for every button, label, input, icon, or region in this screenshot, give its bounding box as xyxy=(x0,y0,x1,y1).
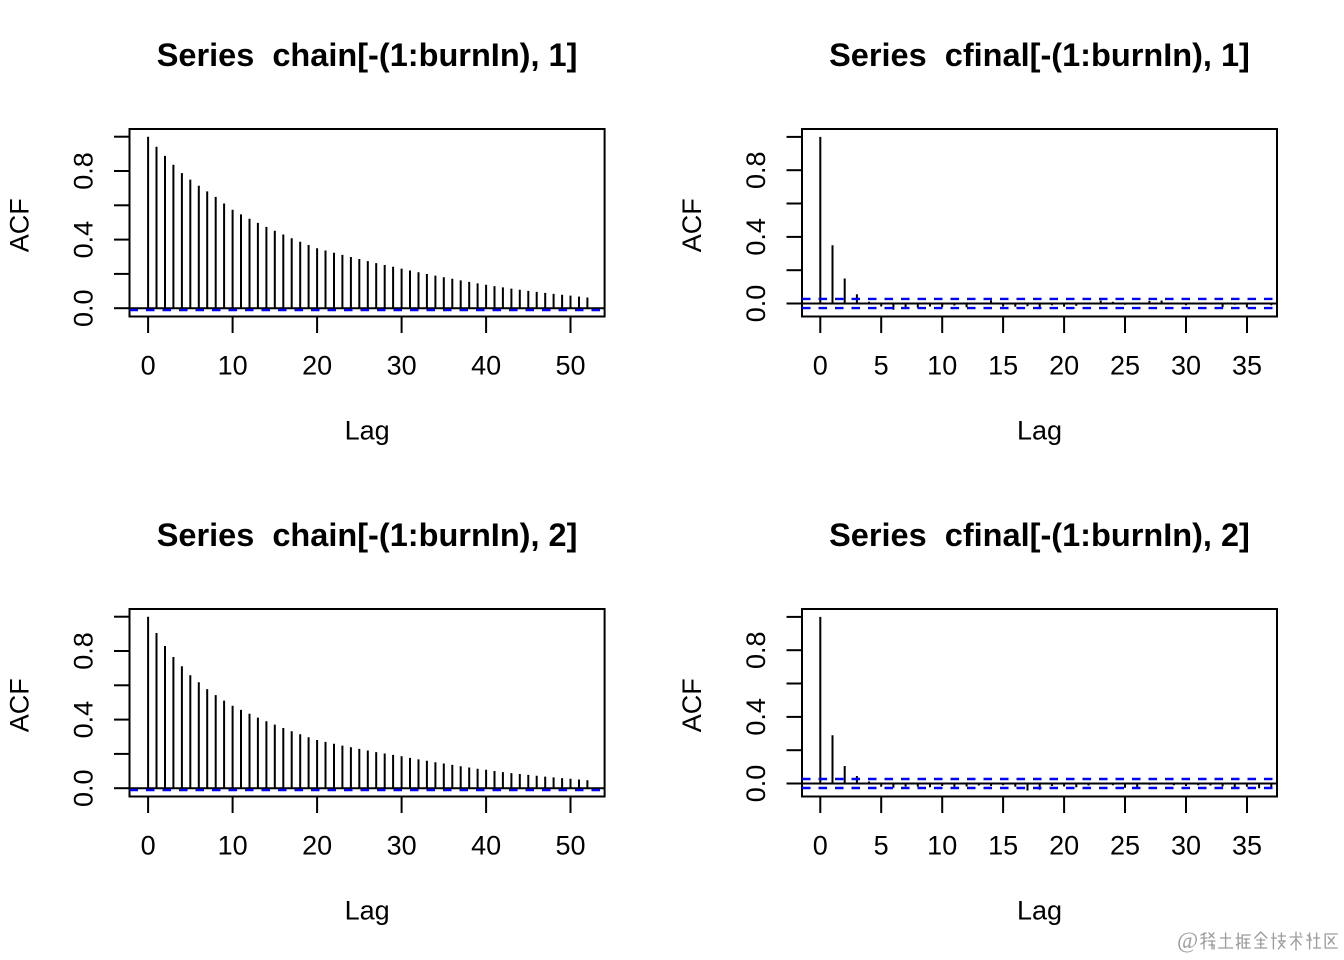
svg-text:ACF: ACF xyxy=(5,678,35,732)
svg-text:ACF: ACF xyxy=(5,198,35,252)
svg-text:Lag: Lag xyxy=(1017,895,1062,925)
svg-text:0.8: 0.8 xyxy=(741,151,771,189)
svg-text:25: 25 xyxy=(1110,350,1140,380)
svg-text:40: 40 xyxy=(471,830,501,860)
svg-text:30: 30 xyxy=(387,830,417,860)
svg-text:0.0: 0.0 xyxy=(741,285,771,323)
svg-text:ACF: ACF xyxy=(677,678,707,732)
svg-text:10: 10 xyxy=(927,830,957,860)
svg-text:10: 10 xyxy=(927,350,957,380)
svg-text:30: 30 xyxy=(1171,830,1201,860)
svg-text:20: 20 xyxy=(1049,350,1079,380)
svg-text:0: 0 xyxy=(813,830,828,860)
svg-text:35: 35 xyxy=(1232,350,1262,380)
svg-text:0.4: 0.4 xyxy=(741,698,771,736)
svg-text:20: 20 xyxy=(302,350,332,380)
svg-text:10: 10 xyxy=(218,350,248,380)
svg-text:30: 30 xyxy=(387,350,417,380)
svg-text:Series chain[-(1:burnIn), 1]: Series chain[-(1:burnIn), 1] xyxy=(157,37,578,73)
svg-text:50: 50 xyxy=(555,830,585,860)
svg-text:35: 35 xyxy=(1232,830,1262,860)
svg-text:50: 50 xyxy=(555,350,585,380)
svg-text:0.0: 0.0 xyxy=(741,765,771,803)
svg-text:@: @ xyxy=(1177,928,1198,953)
svg-text:0.0: 0.0 xyxy=(69,769,99,807)
svg-text:25: 25 xyxy=(1110,830,1140,860)
svg-text:0.8: 0.8 xyxy=(69,632,99,670)
svg-text:0: 0 xyxy=(813,350,828,380)
svg-text:15: 15 xyxy=(988,830,1018,860)
svg-text:Lag: Lag xyxy=(1017,415,1062,445)
svg-text:Series chain[-(1:burnIn), 2]: Series chain[-(1:burnIn), 2] xyxy=(157,517,578,553)
svg-text:40: 40 xyxy=(471,350,501,380)
svg-text:Lag: Lag xyxy=(345,895,390,925)
svg-text:ACF: ACF xyxy=(677,198,707,252)
svg-text:0.8: 0.8 xyxy=(741,631,771,669)
svg-text:Lag: Lag xyxy=(345,415,390,445)
svg-text:0.4: 0.4 xyxy=(69,221,99,259)
svg-text:20: 20 xyxy=(302,830,332,860)
svg-text:10: 10 xyxy=(218,830,248,860)
svg-text:0.4: 0.4 xyxy=(741,218,771,256)
svg-text:0.4: 0.4 xyxy=(69,701,99,739)
svg-text:5: 5 xyxy=(874,350,889,380)
svg-text:0: 0 xyxy=(141,350,156,380)
svg-text:Series cfinal[-(1:burnIn), 1]: Series cfinal[-(1:burnIn), 1] xyxy=(829,37,1250,73)
svg-text:20: 20 xyxy=(1049,830,1079,860)
svg-text:0.0: 0.0 xyxy=(69,289,99,327)
svg-text:0.8: 0.8 xyxy=(69,152,99,190)
svg-text:0: 0 xyxy=(141,830,156,860)
svg-text:5: 5 xyxy=(874,830,889,860)
svg-text:Series cfinal[-(1:burnIn), 2]: Series cfinal[-(1:burnIn), 2] xyxy=(829,517,1250,553)
svg-text:30: 30 xyxy=(1171,350,1201,380)
svg-text:15: 15 xyxy=(988,350,1018,380)
